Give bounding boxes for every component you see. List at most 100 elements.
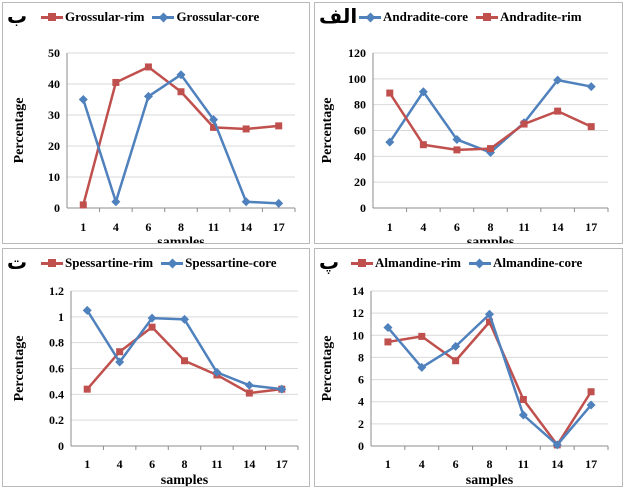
data-point-square xyxy=(520,120,528,128)
data-point-diamond xyxy=(485,309,494,319)
legend-item-grossular-rim: Grossular-rim xyxy=(41,9,144,25)
legend-label: Grossular-core xyxy=(176,9,260,24)
x-tick-label: 8 xyxy=(182,457,188,471)
y-tick-label: 120 xyxy=(348,46,366,60)
y-tick-label: 0.6 xyxy=(49,362,64,376)
data-point-square xyxy=(116,348,124,356)
x-tick-label: 4 xyxy=(419,457,425,471)
y-axis-title: Percentage xyxy=(12,98,27,164)
x-tick-label: 6 xyxy=(149,457,155,471)
chart-legend: Grossular-rim Grossular-core xyxy=(41,9,267,25)
x-tick-label: 4 xyxy=(420,220,426,234)
legend-label: Grossular-rim xyxy=(65,9,145,24)
panel-tag: ت xyxy=(7,250,28,274)
x-tick-label: 11 xyxy=(211,457,222,471)
data-point-square xyxy=(419,141,427,149)
x-tick-label: 11 xyxy=(208,220,219,234)
data-point-square xyxy=(486,318,493,326)
data-point-diamond xyxy=(586,400,596,410)
y-tick-label: 1 xyxy=(58,310,64,324)
x-tick-label: 1 xyxy=(387,220,393,234)
x-tick-label: 1 xyxy=(84,457,90,471)
data-point-diamond xyxy=(241,197,251,207)
legend-item-spessartine-rim: Spessartine-rim xyxy=(41,255,153,271)
y-axis-title: Percentage xyxy=(320,98,335,164)
y-tick-label: 10 xyxy=(352,328,364,342)
data-point-diamond xyxy=(277,384,287,394)
x-tick-label: 14 xyxy=(240,220,252,234)
x-tick-label: 6 xyxy=(145,220,151,234)
y-tick-label: 6 xyxy=(358,373,364,387)
legend-item-almandine-rim: Almandine-rim xyxy=(351,255,461,271)
data-point-square xyxy=(177,88,185,96)
legend-swatch-diamond xyxy=(468,257,491,269)
y-tick-label: 0 xyxy=(54,201,60,215)
data-point-diamond xyxy=(143,91,153,101)
x-tick-label: 6 xyxy=(454,220,460,234)
data-point-square xyxy=(587,388,595,396)
data-point-diamond xyxy=(82,305,92,315)
x-tick-label: 4 xyxy=(113,220,119,234)
x-axis-title: samples xyxy=(161,473,209,486)
y-tick-label: 40 xyxy=(48,77,60,91)
data-point-diamond xyxy=(553,75,563,85)
x-tick-label: 8 xyxy=(178,220,184,234)
x-tick-label: 1 xyxy=(385,457,391,471)
y-tick-label: 80 xyxy=(354,98,366,112)
legend-item-andradite-core: Andradite-core xyxy=(359,9,468,25)
data-point-diamond xyxy=(552,440,562,450)
data-point-diamond xyxy=(518,410,528,420)
y-tick-label: 0.2 xyxy=(49,413,64,427)
legend-label: Andradite-rim xyxy=(499,9,582,24)
x-tick-label: 11 xyxy=(518,220,529,234)
y-tick-label: 14 xyxy=(352,284,364,298)
chart-panel-andradite: الف Andradite-core Andradite-rim 0 20 40 60… xyxy=(314,2,623,244)
y-tick-label: 0 xyxy=(58,439,64,453)
y-tick-label: 0.8 xyxy=(49,336,64,350)
y-tick-label: 20 xyxy=(48,139,60,153)
x-tick-label: 14 xyxy=(551,457,563,471)
y-tick-label: 60 xyxy=(354,124,366,138)
data-point-square xyxy=(245,389,253,397)
data-point-square xyxy=(453,146,461,154)
data-point-square xyxy=(275,122,283,130)
legend-swatch-square xyxy=(351,257,373,269)
x-axis-title: samples xyxy=(157,235,205,243)
legend-item-andradite-rim: Andradite-rim xyxy=(475,9,582,25)
legend-swatch-diamond xyxy=(152,11,175,23)
data-point-square xyxy=(144,63,152,71)
chart-legend: Almandine-rim Almandine-core xyxy=(351,255,590,271)
data-point-diamond xyxy=(417,362,427,372)
data-point-square xyxy=(210,123,218,131)
x-tick-label: 17 xyxy=(585,220,597,234)
panel-tag: الف xyxy=(319,4,358,28)
data-point-square xyxy=(587,123,595,131)
data-point-diamond xyxy=(180,314,189,324)
data-point-square xyxy=(242,125,250,133)
legend-label: Almandine-core xyxy=(492,255,583,270)
line-chart-spessartine: 00.20.40.60.811.21 4 6 8 11 14 17Percentagesam… xyxy=(12,284,299,486)
data-point-diamond xyxy=(111,197,121,207)
data-point-square xyxy=(83,385,91,393)
data-point-diamond xyxy=(244,380,254,390)
x-axis-title: samples xyxy=(466,473,514,486)
y-tick-label: 40 xyxy=(354,149,366,163)
panel-tag: پ xyxy=(319,250,340,274)
legend-label: Almandine-rim xyxy=(375,255,461,270)
y-axis-title: Percentage xyxy=(320,336,335,402)
legend-swatch-diamond xyxy=(359,11,381,23)
legend-swatch-square xyxy=(475,11,498,23)
data-point-diamond xyxy=(209,115,219,125)
legend-swatch-diamond xyxy=(161,257,184,269)
data-point-diamond xyxy=(147,313,157,323)
data-point-diamond xyxy=(452,135,462,145)
x-tick-label: 17 xyxy=(585,457,597,471)
data-point-square xyxy=(148,323,156,331)
y-tick-label: 2 xyxy=(358,417,364,431)
legend-item-almandine-core: Almandine-core xyxy=(468,255,583,271)
data-point-diamond xyxy=(418,87,428,97)
y-tick-label: 8 xyxy=(358,350,364,364)
